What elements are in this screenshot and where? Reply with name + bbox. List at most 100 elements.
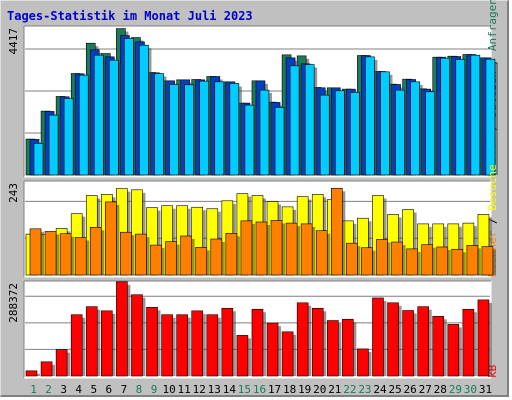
bar-kb xyxy=(161,314,173,377)
bar-kb-day-24 xyxy=(372,297,387,377)
bar-seiten-day-21 xyxy=(334,90,348,176)
bar-seiten-day-29 xyxy=(455,59,468,176)
bar-kb xyxy=(236,335,249,377)
bar-seiten-day-14 xyxy=(229,83,242,176)
x-tick-label-day-26: 26 xyxy=(404,383,417,396)
bar-rechner xyxy=(29,228,42,276)
bar-kb-day-22 xyxy=(342,318,357,377)
bar-rechner-day-8 xyxy=(135,233,150,276)
bar-rechner xyxy=(285,222,298,276)
bar-seiten xyxy=(124,38,134,176)
bar-rechner-day-2 xyxy=(44,231,60,276)
bar-kb-day-8 xyxy=(131,294,146,377)
bar-kb xyxy=(221,307,234,377)
bar-rechner xyxy=(270,220,283,276)
bar-seiten xyxy=(395,89,405,176)
x-tick-label-day-1: 1 xyxy=(30,383,37,396)
bar-seiten xyxy=(78,74,89,176)
panel-middle: 243Rechner / Besuche xyxy=(7,164,499,278)
bar-rechner xyxy=(225,233,238,276)
bar-seiten xyxy=(274,107,285,176)
y-max-label: 288372 xyxy=(7,283,20,323)
bar-rechner xyxy=(150,244,162,276)
bar-kb-day-27 xyxy=(417,306,432,377)
legend-entry: Anfragen xyxy=(486,0,499,51)
bar-rechner-day-5 xyxy=(89,226,105,276)
bar-kb-day-15 xyxy=(236,335,251,377)
bar-kb xyxy=(116,281,128,377)
y-max-label: 243 xyxy=(7,183,20,203)
bar-seiten xyxy=(229,83,240,176)
x-tick-label-day-25: 25 xyxy=(388,383,401,396)
x-tick-label-day-10: 10 xyxy=(162,383,175,396)
x-tick-label-day-13: 13 xyxy=(208,383,221,396)
bar-kb xyxy=(447,324,460,377)
bar-seiten-day-8 xyxy=(139,44,152,176)
bar-seiten-day-5 xyxy=(93,54,107,176)
bar-rechner-day-30 xyxy=(466,245,481,276)
bar-rechner-day-6 xyxy=(105,201,120,276)
bar-kb xyxy=(477,299,490,377)
bar-seiten xyxy=(154,73,164,176)
bar-seiten xyxy=(304,64,315,176)
bar-kb-day-10 xyxy=(161,314,176,377)
x-tick-label-day-16: 16 xyxy=(253,383,266,396)
bar-seiten-day-24 xyxy=(380,71,393,176)
bar-kb xyxy=(357,348,369,377)
x-tick-label-day-14: 14 xyxy=(223,383,237,396)
bar-rechner-day-4 xyxy=(74,237,90,276)
x-tick-label-day-2: 2 xyxy=(45,383,52,396)
bar-seiten xyxy=(485,58,496,176)
y-max-label: 4417 xyxy=(7,28,20,55)
bar-seiten xyxy=(169,84,179,176)
bar-rechner xyxy=(105,201,117,276)
bar-rechner-day-31 xyxy=(481,246,496,276)
bar-kb xyxy=(281,331,294,377)
bar-seiten xyxy=(48,114,59,176)
bar-kb-day-31 xyxy=(477,299,492,377)
bar-seiten-day-12 xyxy=(199,80,212,176)
x-tick-label-day-5: 5 xyxy=(90,383,97,396)
bar-kb-day-11 xyxy=(176,314,191,377)
bar-kb xyxy=(70,314,83,377)
bar-kb xyxy=(146,307,158,377)
panel-top: 4417Seiten / Dateien / Anfragen xyxy=(7,0,499,178)
bar-seiten xyxy=(455,59,466,176)
bar-seiten xyxy=(244,104,255,176)
bar-seiten-day-28 xyxy=(440,57,453,176)
bar-rechner xyxy=(165,241,177,276)
bar-seiten-day-11 xyxy=(184,84,197,176)
bar-kb xyxy=(296,302,309,377)
bar-kb-day-7 xyxy=(116,281,131,377)
bar-seiten-day-1 xyxy=(33,143,46,176)
bar-kb-day-1 xyxy=(25,370,40,377)
bar-rechner xyxy=(436,246,449,276)
bar-kb xyxy=(101,310,113,377)
bar-rechner-day-16 xyxy=(255,221,270,276)
bar-seiten-day-22 xyxy=(350,92,363,176)
x-tick-label-day-3: 3 xyxy=(60,383,67,396)
bar-seiten xyxy=(410,81,420,176)
bar-rechner xyxy=(330,188,343,276)
bar-seiten-day-27 xyxy=(425,91,438,176)
bar-rechner xyxy=(481,246,494,276)
bar-rechner-day-15 xyxy=(240,220,255,276)
bar-rechner xyxy=(59,233,72,276)
bar-kb xyxy=(206,314,219,377)
bar-seiten xyxy=(319,94,330,176)
x-tick-label-day-6: 6 xyxy=(106,383,113,396)
legend-entry: Besuche xyxy=(486,164,499,210)
x-tick-label-day-27: 27 xyxy=(419,383,432,396)
bar-kb-day-9 xyxy=(146,307,161,377)
bar-rechner xyxy=(89,226,102,276)
bar-seiten-day-26 xyxy=(410,81,423,176)
bar-kb-day-4 xyxy=(70,314,86,377)
bar-seiten xyxy=(63,98,74,176)
bar-rechner xyxy=(466,245,479,276)
bar-kb xyxy=(326,320,339,377)
chart-title: Tages-Statistik im Monat Juli 2023 xyxy=(7,9,253,23)
bar-seiten xyxy=(139,44,149,176)
bar-rechner-day-22 xyxy=(346,242,361,276)
bar-rechner xyxy=(74,237,87,276)
bar-rechner xyxy=(421,244,433,276)
